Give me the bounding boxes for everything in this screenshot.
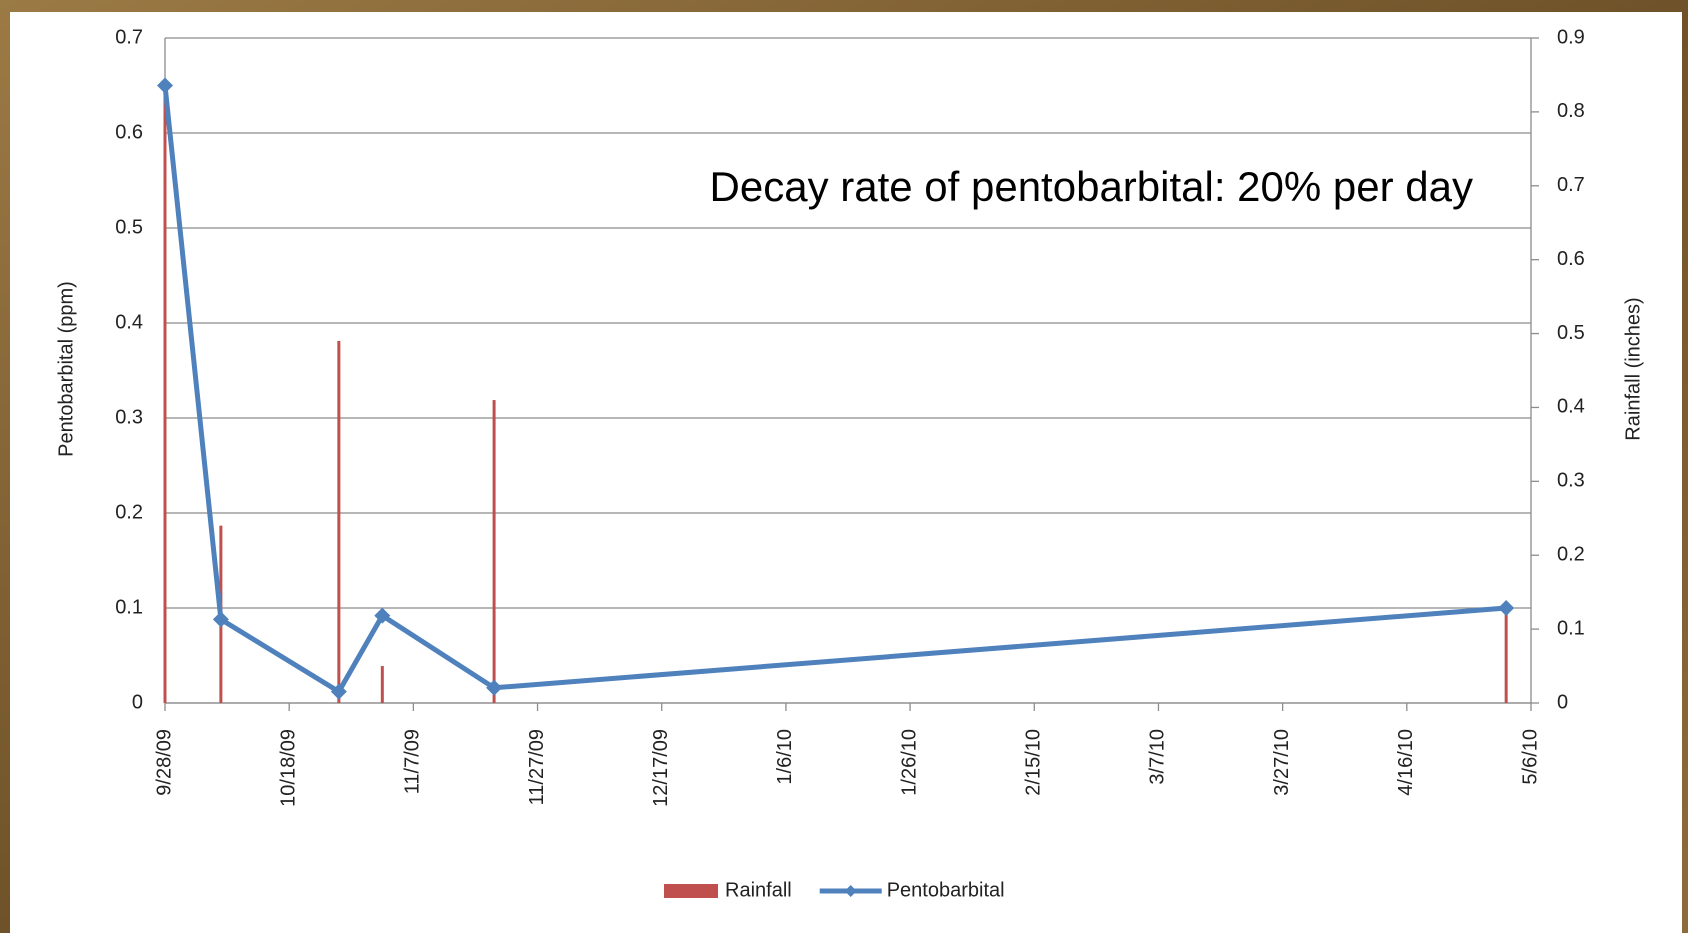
y-tick-label: 0.3 xyxy=(115,406,143,428)
y-axis-label: Pentobarbital (ppm) xyxy=(55,281,77,457)
y2-tick-label: 0.6 xyxy=(1557,248,1585,270)
y-tick-label: 0 xyxy=(132,691,143,713)
x-tick-label: 3/7/10 xyxy=(1147,729,1169,785)
x-tick-label: 1/26/10 xyxy=(898,729,920,796)
y2-tick-label: 0.4 xyxy=(1557,396,1585,418)
y2-tick-label: 0.9 xyxy=(1557,26,1585,48)
y2-tick-label: 0.5 xyxy=(1557,322,1585,344)
x-tick-label: 5/6/10 xyxy=(1519,729,1541,785)
bar xyxy=(163,82,167,704)
x-tick-label: 9/28/09 xyxy=(153,729,175,796)
y2-tick-label: 0.1 xyxy=(1557,617,1585,639)
legend-label: Rainfall xyxy=(725,879,792,901)
bar xyxy=(1504,606,1508,703)
x-tick-label: 1/6/10 xyxy=(774,729,796,785)
y2-tick-label: 0.2 xyxy=(1557,544,1585,566)
marker xyxy=(212,611,229,628)
x-tick-label: 11/7/09 xyxy=(402,729,424,794)
marker xyxy=(330,683,347,700)
x-tick-label: 10/18/09 xyxy=(277,729,299,807)
marker xyxy=(486,679,503,696)
y-tick-label: 0.2 xyxy=(115,501,143,523)
y-tick-label: 0.6 xyxy=(115,121,143,143)
x-tick-label: 12/17/09 xyxy=(650,729,672,807)
y-tick-label: 0.4 xyxy=(115,311,143,333)
x-tick-label: 3/27/10 xyxy=(1271,729,1293,796)
y2-tick-label: 0.8 xyxy=(1557,100,1585,122)
y-tick-label: 0.5 xyxy=(115,216,143,238)
y2-tick-label: 0 xyxy=(1557,691,1568,713)
y2-tick-label: 0.7 xyxy=(1557,174,1585,196)
y-tick-label: 0.7 xyxy=(115,26,143,48)
x-tick-label: 2/15/10 xyxy=(1023,729,1045,796)
bar xyxy=(337,340,341,703)
bar xyxy=(380,666,384,703)
marker xyxy=(374,607,391,624)
marker xyxy=(1498,600,1515,616)
y-tick-label: 0.1 xyxy=(115,596,143,618)
chart-panel xyxy=(10,12,1682,933)
annotation: Decay rate of pentobarbital: 20% per day xyxy=(710,163,1473,210)
y2-tick-label: 0.3 xyxy=(1557,470,1585,492)
legend-swatch xyxy=(664,884,718,898)
marker xyxy=(157,77,173,94)
x-tick-label: 4/16/10 xyxy=(1395,729,1417,796)
x-tick-label: 11/27/09 xyxy=(526,729,548,805)
y2-axis-label: Rainfall (inches) xyxy=(1622,297,1644,440)
line xyxy=(162,85,1507,695)
bar xyxy=(492,400,496,703)
legend-label: Pentobarbital xyxy=(887,879,1005,901)
legend-marker xyxy=(844,885,857,897)
